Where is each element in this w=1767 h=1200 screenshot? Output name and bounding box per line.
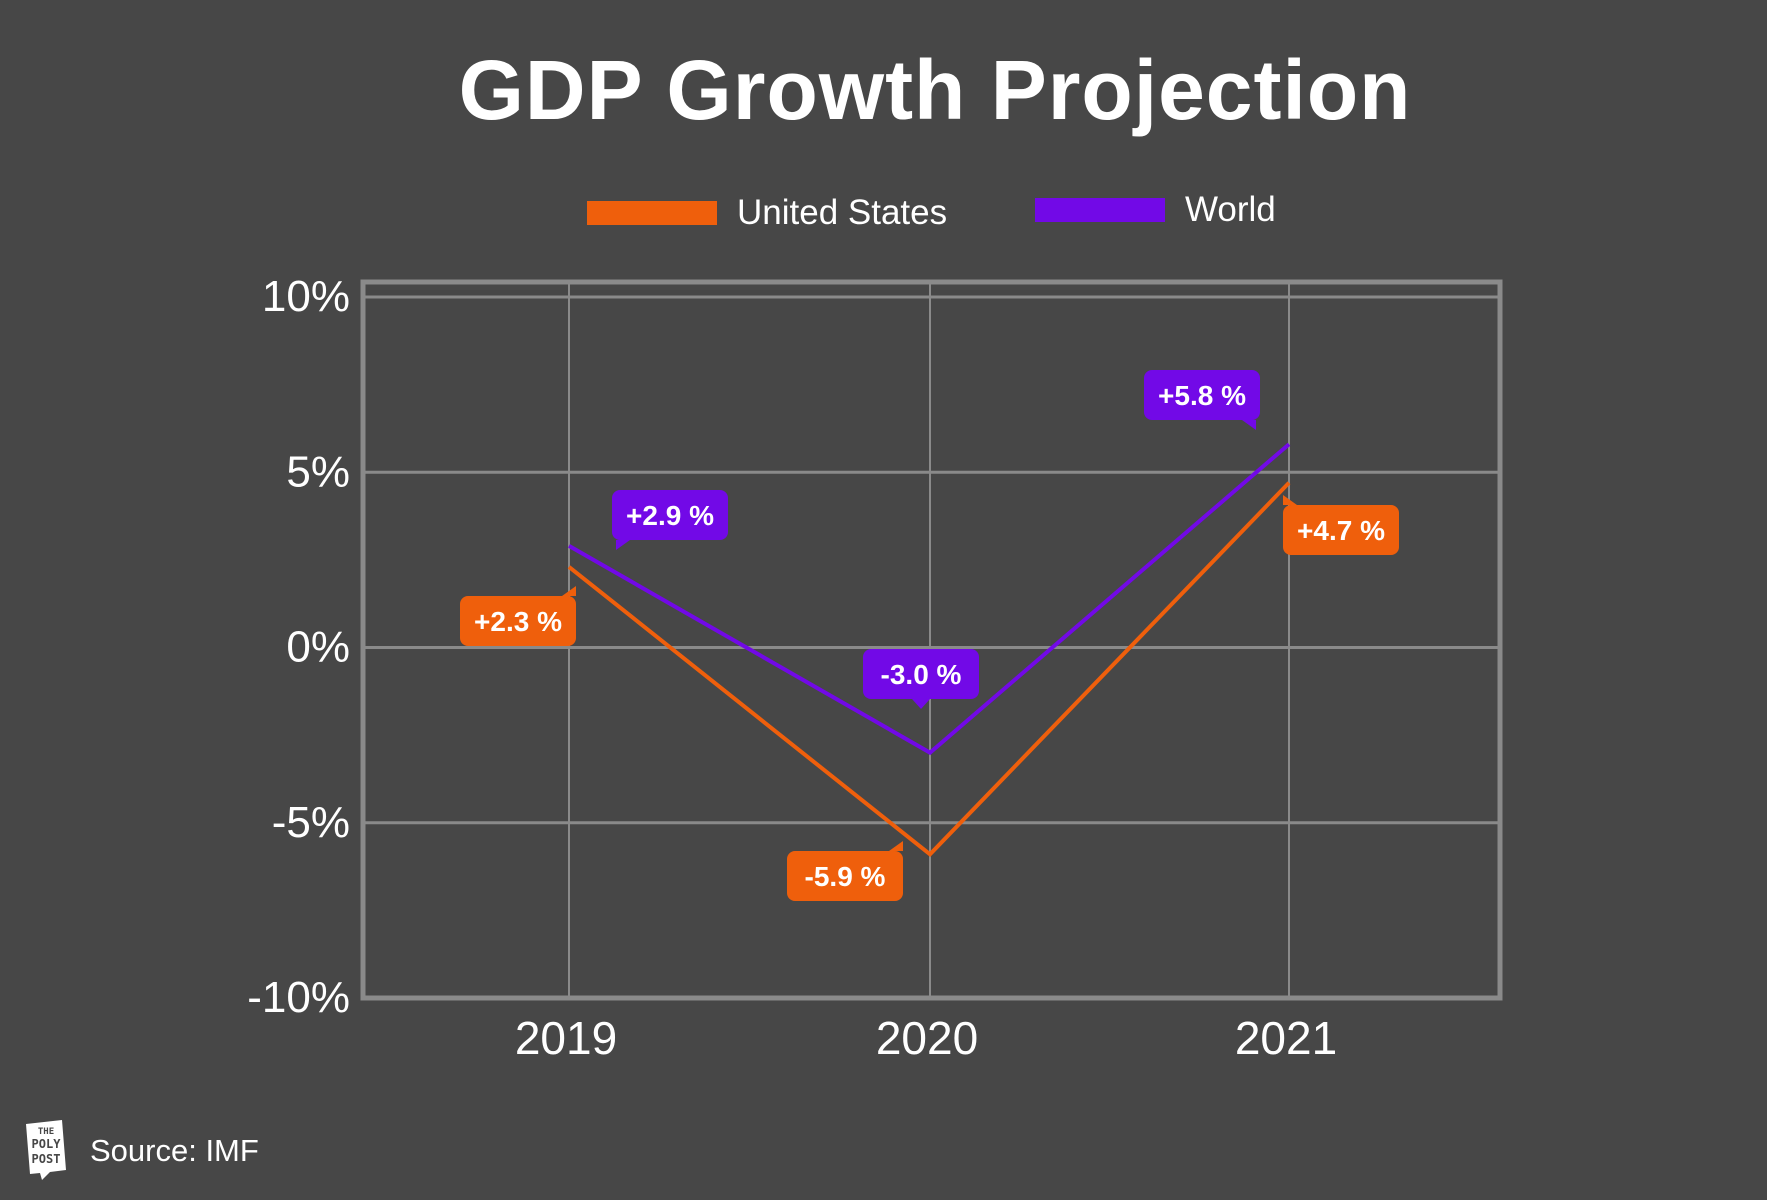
- legend-item-world: World: [1035, 190, 1276, 230]
- data-label-text: -3.0 %: [881, 659, 962, 690]
- y-tick-label: -10%: [247, 973, 350, 1022]
- data-label-world-2020: -3.0 %: [863, 649, 979, 709]
- data-label-united-states-2021: +4.7 %: [1283, 495, 1399, 555]
- legend-label-united-states: United States: [737, 193, 948, 232]
- data-label-box: [460, 596, 576, 646]
- data-label-tail: [912, 699, 930, 709]
- data-label-united-states-2020: -5.9 %: [787, 841, 903, 901]
- poly-post-logo: THE POLY POST: [26, 1120, 66, 1180]
- data-label-text: -5.9 %: [805, 861, 886, 892]
- data-label-united-states-2019: +2.3 %: [460, 586, 576, 646]
- plot-frame: [360, 279, 1503, 1001]
- data-label-text: +5.8 %: [1158, 380, 1246, 411]
- data-label-tail: [616, 540, 630, 550]
- data-label-box: [787, 851, 903, 901]
- legend-item-united-states: United States: [587, 193, 947, 233]
- svg-text:POST: POST: [32, 1152, 61, 1166]
- chart-title: GDP Growth Projection: [458, 43, 1412, 137]
- series-line-world: [568, 442, 1291, 756]
- legend-swatch-world: [1035, 198, 1165, 222]
- legend-swatch-united-states: [587, 201, 717, 225]
- data-label-text: +4.7 %: [1297, 515, 1385, 546]
- y-tick-label: 10%: [262, 272, 350, 321]
- y-tick-label: 0%: [286, 623, 350, 672]
- data-label-box: [1283, 505, 1399, 555]
- data-label-tail: [889, 841, 903, 851]
- data-label-tail: [562, 586, 576, 596]
- svg-text:THE: THE: [38, 1127, 54, 1137]
- x-tick-label: 2021: [1235, 1012, 1337, 1064]
- data-label-box: [612, 490, 728, 540]
- svg-text:POLY: POLY: [32, 1137, 62, 1151]
- series-line-united-states: [567, 481, 1291, 857]
- x-tick-label: 2020: [876, 1012, 978, 1064]
- data-label-tail: [1283, 495, 1297, 505]
- data-label-box: [1144, 370, 1260, 420]
- source-text: Source: IMF: [90, 1133, 259, 1168]
- data-label-world-2021: +5.8 %: [1144, 370, 1260, 430]
- data-label-world-2019: +2.9 %: [612, 490, 728, 550]
- x-tick-label: 2019: [515, 1012, 617, 1064]
- legend-label-world: World: [1185, 190, 1276, 229]
- data-label-box: [863, 649, 979, 699]
- data-label-text: +2.3 %: [474, 606, 562, 637]
- data-label-text: +2.9 %: [626, 500, 714, 531]
- y-tick-label: -5%: [272, 798, 350, 847]
- source-row: THE POLY POST Source: IMF: [24, 1120, 259, 1182]
- y-tick-label: 5%: [286, 447, 350, 496]
- data-label-tail: [1242, 420, 1256, 430]
